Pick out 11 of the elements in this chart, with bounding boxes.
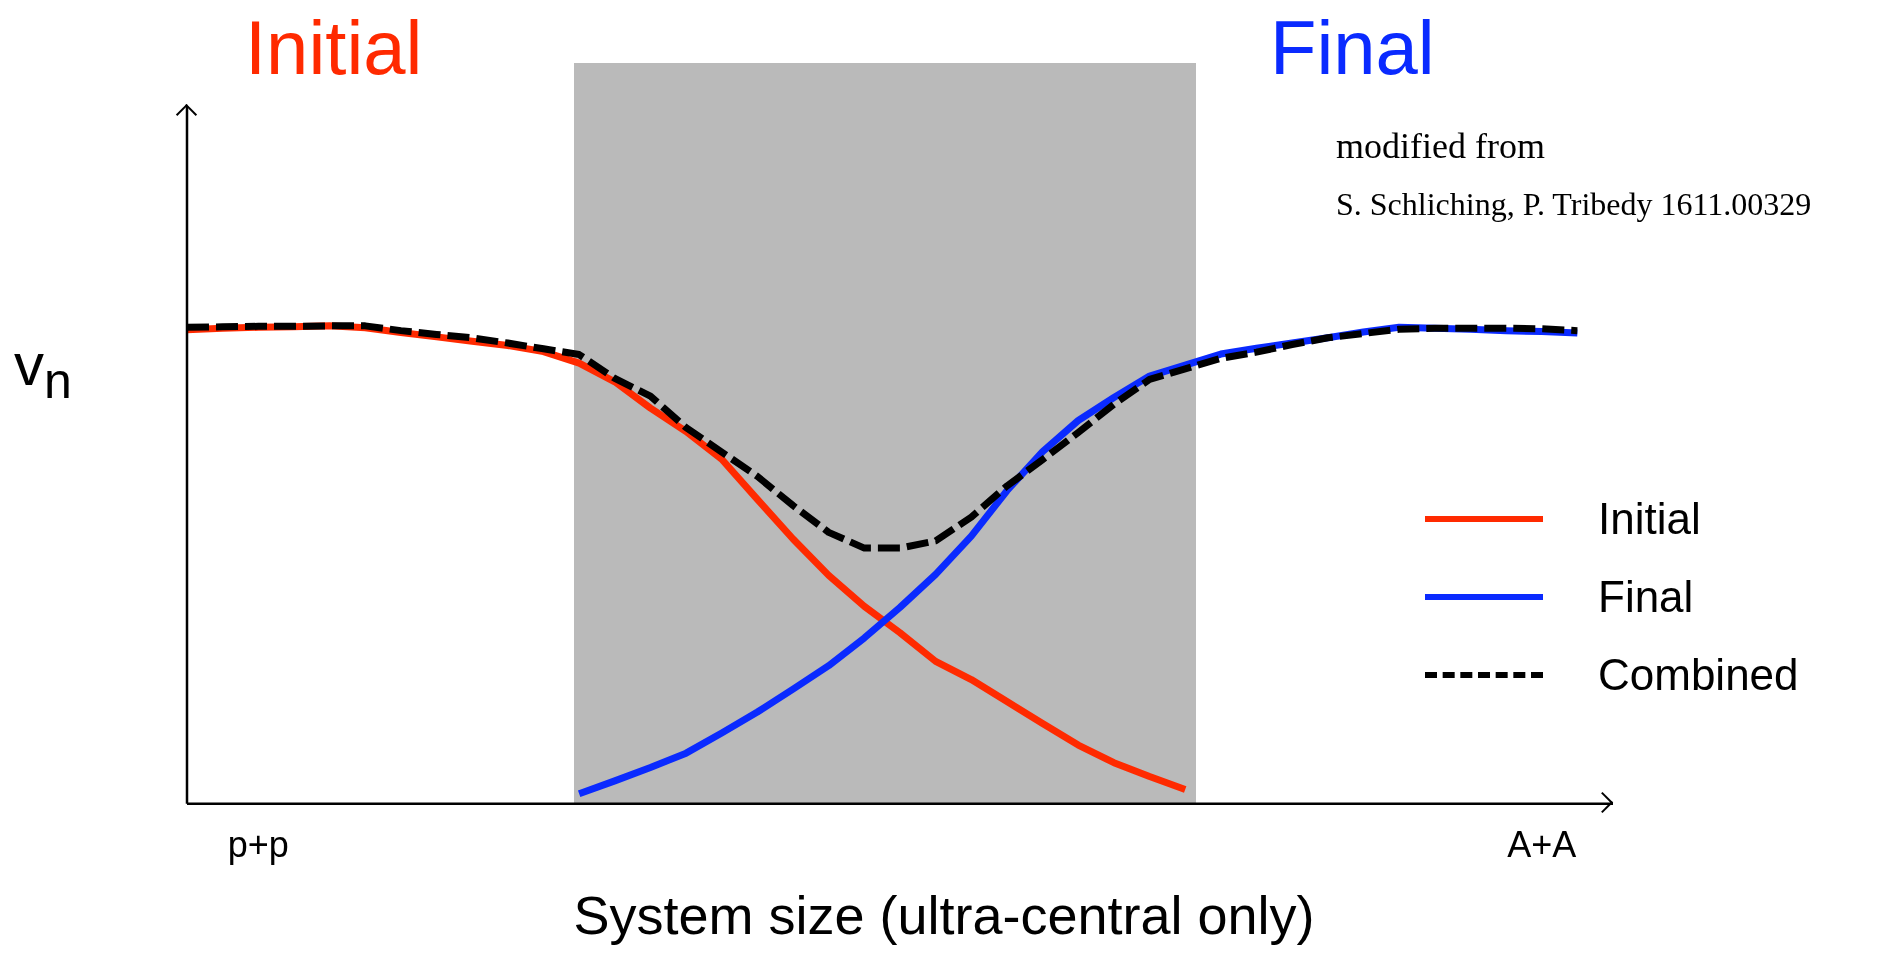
legend-label: Final (1598, 572, 1694, 622)
x-tick-label: A+A (1507, 824, 1577, 866)
x-tick-label: p+p (227, 824, 289, 866)
text: Initial (245, 5, 423, 90)
text: modified from (1336, 126, 1545, 166)
x-axis-title: System size (ultra-central only) (572, 885, 1316, 945)
legend-label: Combined (1598, 650, 1799, 700)
legend-label: Initial (1598, 494, 1701, 544)
y-axis-title: v$_{n}$ (14, 331, 72, 409)
text: Final (1270, 5, 1435, 90)
text: S. Schliching, P. Tribedy 1611.00329 (1336, 186, 1812, 222)
